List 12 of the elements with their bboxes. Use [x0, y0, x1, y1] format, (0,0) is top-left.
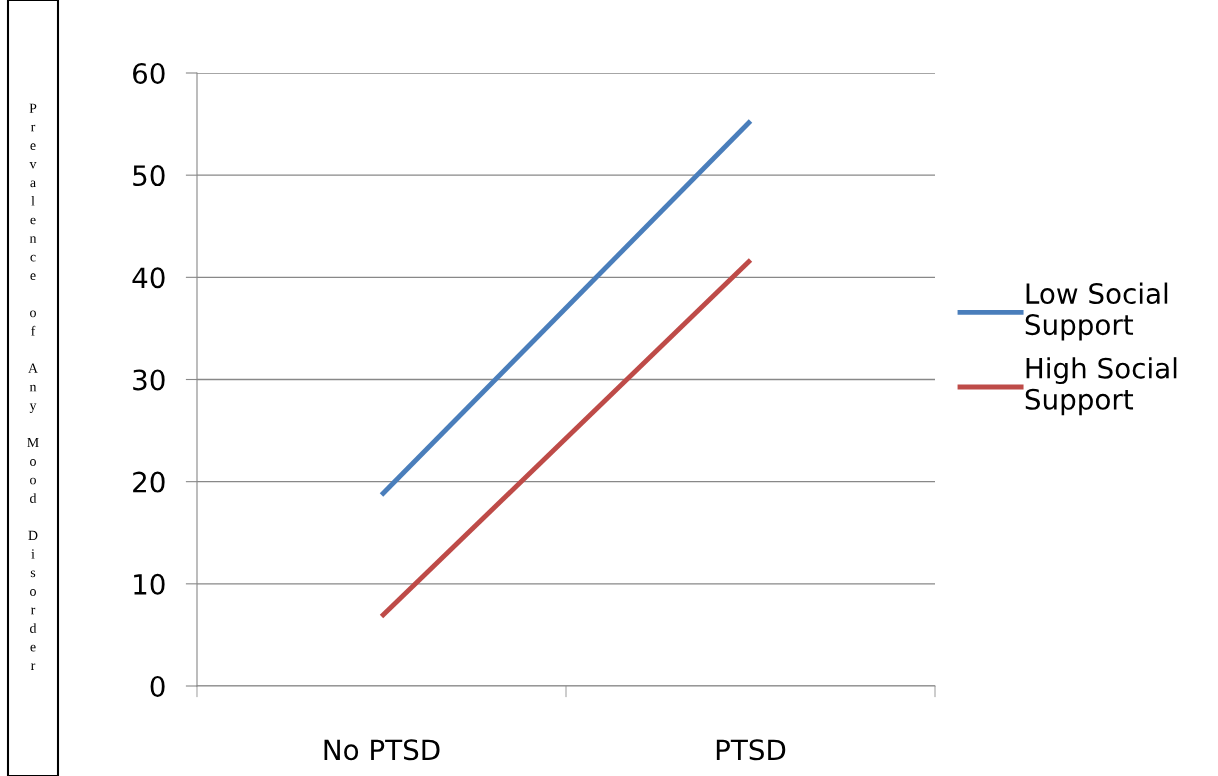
y-tick-label: 60	[133, 62, 165, 84]
y-tick-label: 30	[133, 369, 165, 391]
x-tick-label: No PTSD	[324, 739, 440, 761]
y-tick-label: 20	[133, 471, 165, 493]
text: Prevalence of Any Mood Disorder	[27, 103, 39, 670]
legend-label: High Social Support	[1025, 357, 1177, 416]
x-tick-label: PTSD	[716, 739, 786, 761]
y-tick-label: 0	[150, 675, 165, 697]
y-tick-label: 40	[132, 267, 165, 289]
legend-label: Low Social Support	[1025, 282, 1168, 341]
y-tick-label: 10	[134, 573, 165, 595]
y-tick-label: 50	[133, 165, 165, 187]
